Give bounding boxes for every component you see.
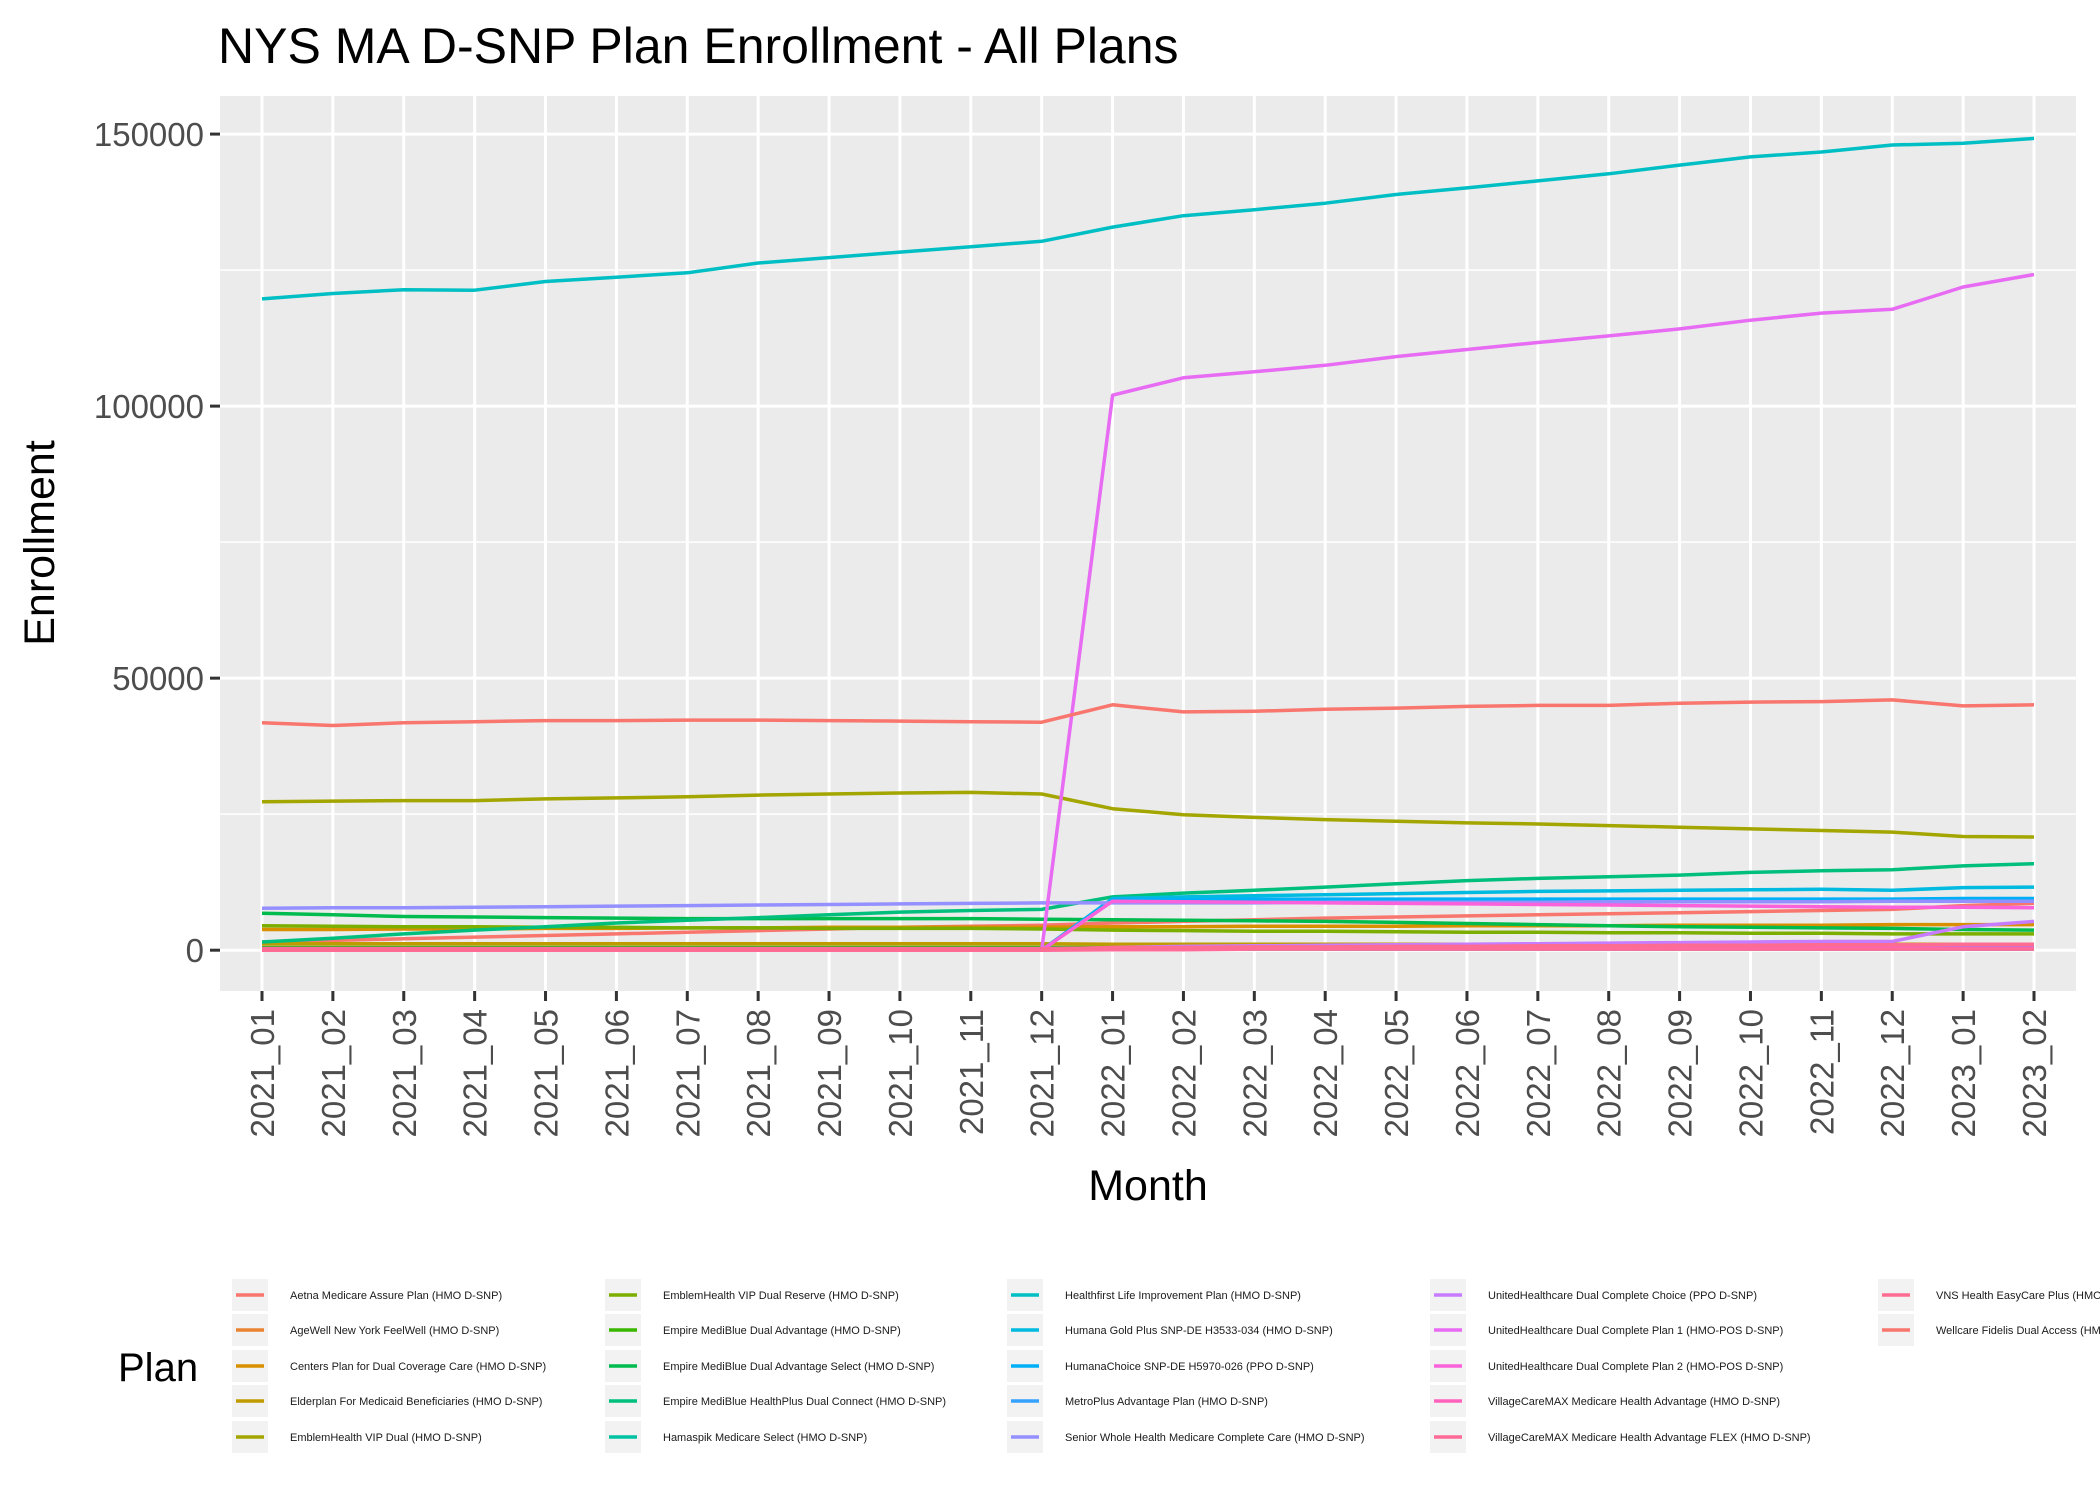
x-tick-label: 2023_01 <box>1945 1009 1982 1137</box>
x-tick-label: 2021_03 <box>386 1009 423 1137</box>
x-tick-label: 2022_08 <box>1591 1009 1628 1137</box>
x-tick-label: 2021_01 <box>244 1009 281 1137</box>
legend-label: HumanaChoice SNP-DE H5970-026 (PPO D-SNP… <box>1065 1361 1314 1373</box>
x-tick-label: 2022_03 <box>1236 1009 1273 1137</box>
x-tick-label: 2022_11 <box>1803 1009 1840 1135</box>
legend-label: Empire MediBlue Dual Advantage (HMO D-SN… <box>663 1325 901 1337</box>
x-tick-label: 2022_05 <box>1378 1009 1415 1137</box>
x-tick-label: 2021_12 <box>1024 1009 1061 1137</box>
series-line <box>261 861 2035 944</box>
series-line <box>261 136 2035 301</box>
x-tick-label: 2021_08 <box>740 1009 777 1137</box>
legend-label: MetroPlus Advantage Plan (HMO D-SNP) <box>1065 1396 1268 1408</box>
plot-panel <box>220 96 2076 991</box>
legend-label: VillageCareMAX Medicare Health Advantage… <box>1488 1396 1780 1408</box>
y-tick-label: 100000 <box>94 388 204 425</box>
legend-title: Plan <box>118 1346 198 1390</box>
x-tick-label: 2022_01 <box>1095 1009 1132 1137</box>
x-axis: 2021_01 2021_02 2021_03 2021_04 2021_05 2021_… <box>244 991 2053 1137</box>
x-tick-label: 2021_07 <box>669 1009 706 1137</box>
legend-label: UnitedHealthcare Dual Complete Plan 2 (H… <box>1488 1361 1783 1373</box>
legend-label: Healthfirst Life Improvement Plan (HMO D… <box>1065 1290 1301 1302</box>
x-tick-label: 2021_05 <box>528 1009 565 1137</box>
legend-label: Empire MediBlue Dual Advantage Select (H… <box>663 1361 934 1373</box>
x-tick-label: 2022_07 <box>1520 1009 1557 1137</box>
y-tick-label: 50000 <box>112 660 204 697</box>
y-axis-title: Enrollment <box>16 440 64 646</box>
x-axis-title: Month <box>1088 1162 1208 1210</box>
legend-label: Elderplan For Medicaid Beneficiaries (HM… <box>290 1396 542 1408</box>
legend: Aetna Medicare Assure Plan (HMO D-SNP) Ag… <box>222 1278 2100 1454</box>
legend-label: Centers Plan for Dual Coverage Care (HMO… <box>290 1361 546 1373</box>
x-tick-label: 2022_02 <box>1165 1009 1202 1137</box>
y-axis: 0 50000 100000 150000 <box>94 116 220 969</box>
legend-label: Wellcare Fidelis Dual Access (HMO D-SNP) <box>1936 1325 2100 1337</box>
legend-label: VNS Health EasyCare Plus (HMO D-SNP) <box>1936 1290 2100 1302</box>
legend-label: EmblemHealth VIP Dual Reserve (HMO D-SNP… <box>663 1290 899 1302</box>
legend-label: AgeWell New York FeelWell (HMO D-SNP) <box>290 1325 499 1337</box>
legend-label: VillageCareMAX Medicare Health Advantage… <box>1488 1432 1811 1444</box>
x-tick-label: 2021_04 <box>457 1009 494 1137</box>
x-tick-label: 2022_06 <box>1449 1009 1486 1137</box>
x-tick-label: 2021_09 <box>811 1009 848 1137</box>
series-line <box>261 911 2035 932</box>
series-line <box>262 942 2034 951</box>
x-tick-label: 2023_02 <box>2016 1009 2053 1137</box>
x-tick-label: 2022_10 <box>1732 1009 1769 1137</box>
y-tick-label: 150000 <box>94 116 204 153</box>
series-line <box>261 790 2035 839</box>
x-tick-label: 2021_10 <box>882 1009 919 1137</box>
legend-label: UnitedHealthcare Dual Complete Plan 1 (H… <box>1488 1325 1783 1337</box>
series-lines <box>261 136 2035 952</box>
grid-lines <box>220 96 2076 991</box>
legend-label: EmblemHealth VIP Dual (HMO D-SNP) <box>290 1432 482 1444</box>
series-line <box>261 698 2035 728</box>
x-tick-label: 2022_04 <box>1307 1009 1344 1137</box>
legend-label: Empire MediBlue HealthPlus Dual Connect … <box>663 1396 946 1408</box>
x-tick-label: 2022_09 <box>1662 1009 1699 1137</box>
x-tick-label: 2021_06 <box>598 1009 635 1137</box>
x-tick-label: 2022_12 <box>1874 1009 1911 1137</box>
legend-panel <box>222 1278 2072 1454</box>
legend-label: Humana Gold Plus SNP-DE H3533-034 (HMO D… <box>1065 1325 1333 1337</box>
series-line <box>261 901 2035 944</box>
chart-title: NYS MA D-SNP Plan Enrollment - All Plans <box>218 18 1179 74</box>
x-tick-label: 2021_02 <box>315 1009 352 1137</box>
legend-label: Aetna Medicare Assure Plan (HMO D-SNP) <box>290 1290 502 1302</box>
y-tick-label: 0 <box>186 932 204 969</box>
legend-label: UnitedHealthcare Dual Complete Choice (P… <box>1488 1290 1757 1302</box>
legend-label: Hamaspik Medicare Select (HMO D-SNP) <box>663 1432 867 1444</box>
x-tick-label: 2021_11 <box>953 1009 990 1135</box>
legend-label: Senior Whole Health Medicare Complete Ca… <box>1065 1432 1365 1444</box>
